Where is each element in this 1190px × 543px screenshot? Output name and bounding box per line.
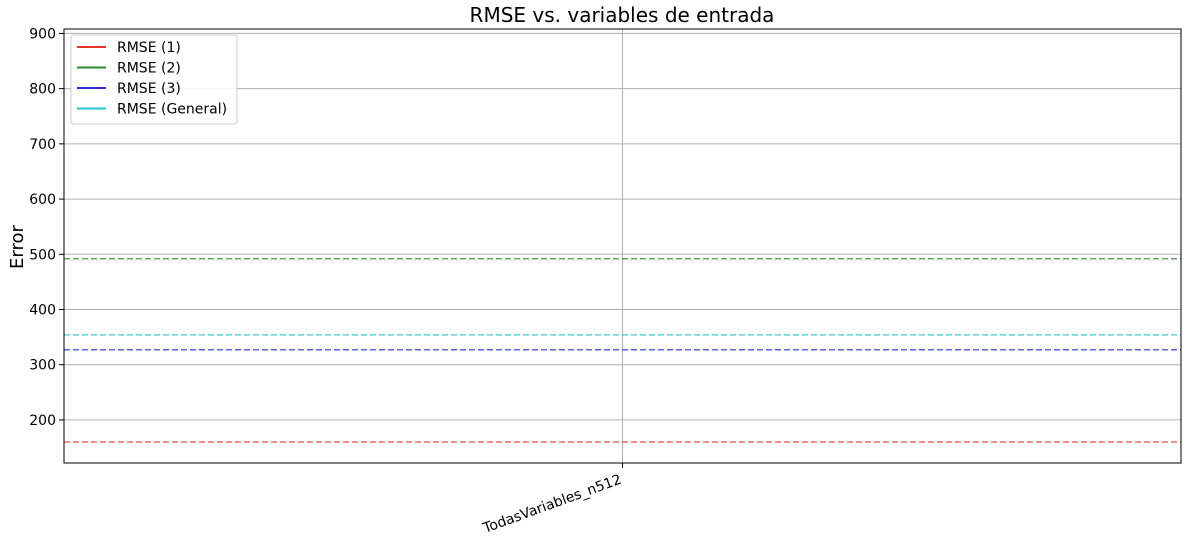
y-tick-label: 700 <box>29 137 56 153</box>
x-axis-ticks: TodasVariables_n512 <box>480 463 624 537</box>
y-tick-label: 500 <box>29 247 56 263</box>
y-tick-label: 300 <box>29 358 56 374</box>
chart-title: RMSE vs. variables de entrada <box>470 3 775 27</box>
y-tick-label: 200 <box>29 413 56 429</box>
legend-label: RMSE (3) <box>117 81 181 97</box>
legend-box <box>70 34 238 125</box>
y-tick-label: 400 <box>29 302 56 318</box>
legend: RMSE (1) RMSE (2) RMSE (3) RMSE (General) <box>70 34 238 125</box>
x-tick-label: TodasVariables_n512 <box>480 472 624 537</box>
y-tick-label: 800 <box>29 82 56 98</box>
legend-label: RMSE (2) <box>117 61 181 77</box>
y-axis-label: Error <box>7 224 28 268</box>
series-lines <box>64 257 1181 443</box>
y-tick-label: 900 <box>29 26 56 42</box>
y-tick-label: 600 <box>29 192 56 208</box>
legend-label: RMSE (General) <box>117 102 227 118</box>
y-axis-ticks: 200 300 400 500 600 700 800 900 <box>29 26 64 429</box>
legend-label: RMSE (1) <box>117 40 181 56</box>
grid <box>64 29 1181 463</box>
